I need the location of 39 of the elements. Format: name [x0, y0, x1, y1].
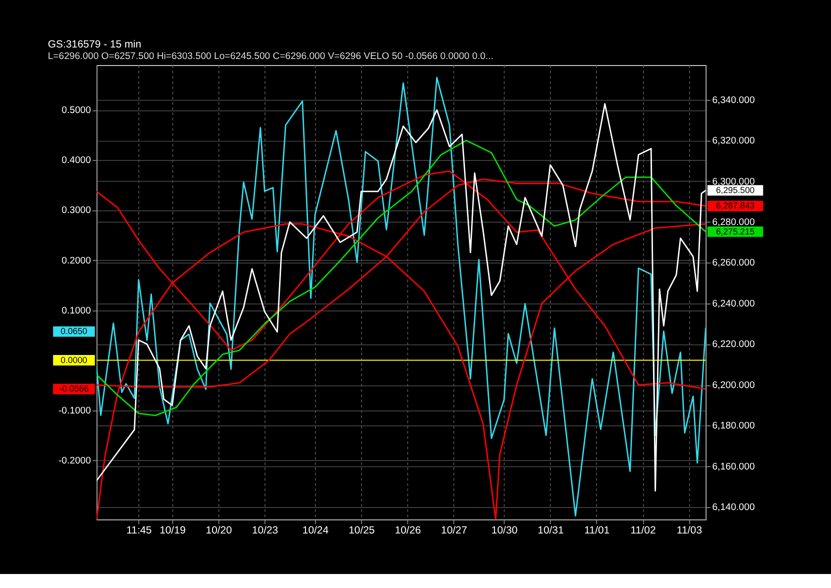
y2-tick-label: 6,260.000	[712, 258, 755, 269]
y2-tick-label: 6,300.000	[712, 176, 755, 188]
x-tick-label: 10/25	[348, 526, 375, 537]
text: 0.0650	[60, 326, 88, 336]
data-label: 6,295.500	[716, 184, 755, 195]
y2-tick-label: 6,280.000	[712, 216, 755, 228]
x-tick-label: 10/31	[538, 526, 564, 537]
x-tick-label: 10/19	[160, 526, 186, 537]
x-tick-label: 10/30	[491, 526, 518, 537]
x-tick-label: 10/27	[441, 526, 468, 537]
y2-tick-label: 6,340.000	[712, 94, 755, 106]
y-tick-label: 0.4000	[62, 155, 91, 166]
x-tick-label: 10/26	[394, 526, 422, 537]
y2-tick-label: 6,240.000	[712, 298, 755, 310]
x-tick-label: 11/01	[584, 526, 610, 537]
text: L=6296.000 O=6257.500 Hi=6303.500 Lo=6245.500 C=6296.000 V=6296 VELO 50 -0.0566 0.0000 0.0...	[48, 51, 494, 62]
y-tick-label: -0.2000	[58, 455, 91, 466]
chart-title: GS:316579 - 15 min	[48, 40, 142, 51]
x-tick-label: 11/02	[630, 526, 656, 537]
data-label: 6,275.215	[716, 226, 755, 236]
data-label: 6,287.843	[716, 200, 755, 211]
y-tick-label: -0.1000	[58, 405, 91, 416]
y2-tick-label: 6,220.000	[712, 339, 755, 350]
x-tick-label: 10/23	[252, 526, 278, 537]
ref-line-label: 0.0000	[60, 354, 88, 365]
text: -0.0566	[59, 384, 89, 394]
y-tick-label: 0.2000	[62, 255, 91, 266]
x-tick-label: 10/20	[206, 526, 232, 537]
x-tick-label: 10/24	[302, 526, 329, 537]
y2-tick-label: 6,200.000	[712, 380, 755, 391]
y2-tick-label: 6,160.000	[712, 461, 755, 472]
y2-tick-label: 6,320.000	[712, 136, 755, 147]
x-tick-label: 11:45	[126, 526, 152, 537]
y2-tick-label: 6,180.000	[712, 420, 755, 432]
x-tick-label: 11/03	[676, 526, 702, 537]
y2-tick-label: 6,140.000	[712, 502, 755, 514]
y-tick-label: 0.3000	[62, 205, 91, 216]
y-tick-label: 0.5000	[62, 105, 91, 116]
y-tick-label: 0.1000	[62, 305, 91, 316]
